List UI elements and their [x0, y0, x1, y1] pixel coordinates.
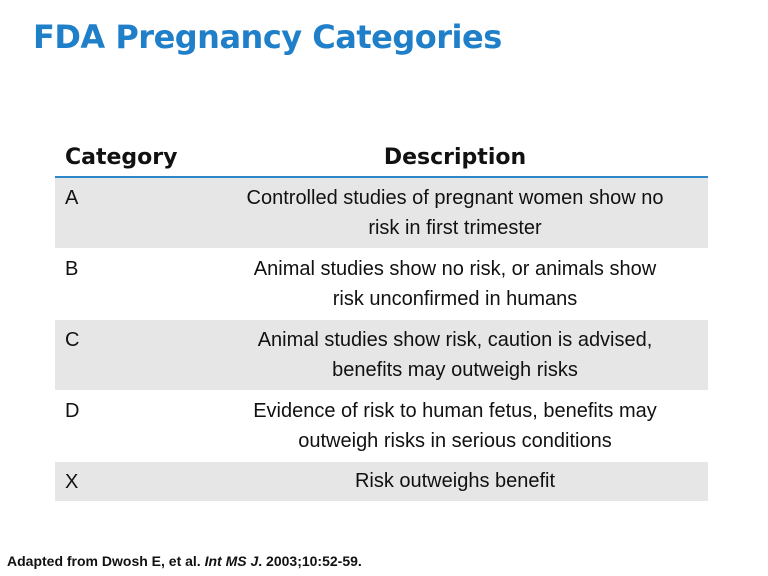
description-line: Evidence of risk to human fetus, benefit…: [253, 399, 657, 422]
table-row: D Evidence of risk to human fetus, benef…: [55, 389, 708, 461]
citation-text: Adapted from Dwosh E, et al.: [7, 553, 205, 569]
description-line: Controlled studies of pregnant women sho…: [246, 186, 664, 209]
source-citation: Adapted from Dwosh E, et al. Int MS J. 2…: [7, 553, 362, 569]
description-line: risk unconfirmed in humans: [332, 287, 578, 310]
category-cell: B: [55, 247, 202, 319]
description-cell: Risk outweighs benefit: [202, 460, 708, 501]
table-row: C Animal studies show risk, caution is a…: [55, 318, 708, 390]
description-cell: Animal studies show risk, caution is adv…: [202, 318, 708, 390]
table-row: X Risk outweighs benefit: [55, 460, 708, 501]
category-cell: X: [55, 460, 202, 501]
description-line: Animal studies show risk, caution is adv…: [257, 328, 653, 351]
description-line: Animal studies show no risk, or animals …: [253, 257, 657, 280]
category-cell: C: [55, 318, 202, 390]
description-line: Risk outweighs benefit: [354, 470, 556, 493]
description-cell: Controlled studies of pregnant women sho…: [202, 177, 708, 248]
slide-title: FDA Pregnancy Categories: [33, 18, 502, 56]
description-line: risk in first trimester: [368, 216, 542, 239]
header-category: Category: [55, 128, 202, 178]
category-cell: D: [55, 389, 202, 461]
header-description: Description: [202, 128, 708, 178]
table-header-row: Category Description: [55, 128, 708, 178]
description-cell: Animal studies show no risk, or animals …: [202, 247, 708, 319]
description-cell: Evidence of risk to human fetus, benefit…: [202, 389, 708, 461]
pregnancy-category-table: Category Description A Controlled studie…: [55, 128, 708, 501]
description-line: outweigh risks in serious conditions: [298, 429, 612, 452]
table-row: A Controlled studies of pregnant women s…: [55, 177, 708, 248]
citation-journal: Int MS J: [204, 553, 259, 569]
category-cell: A: [55, 177, 202, 248]
citation-details: . 2003;10:52-59.: [258, 553, 362, 569]
table-row: B Animal studies show no risk, or animal…: [55, 247, 708, 319]
description-line: benefits may outweigh risks: [332, 358, 578, 381]
